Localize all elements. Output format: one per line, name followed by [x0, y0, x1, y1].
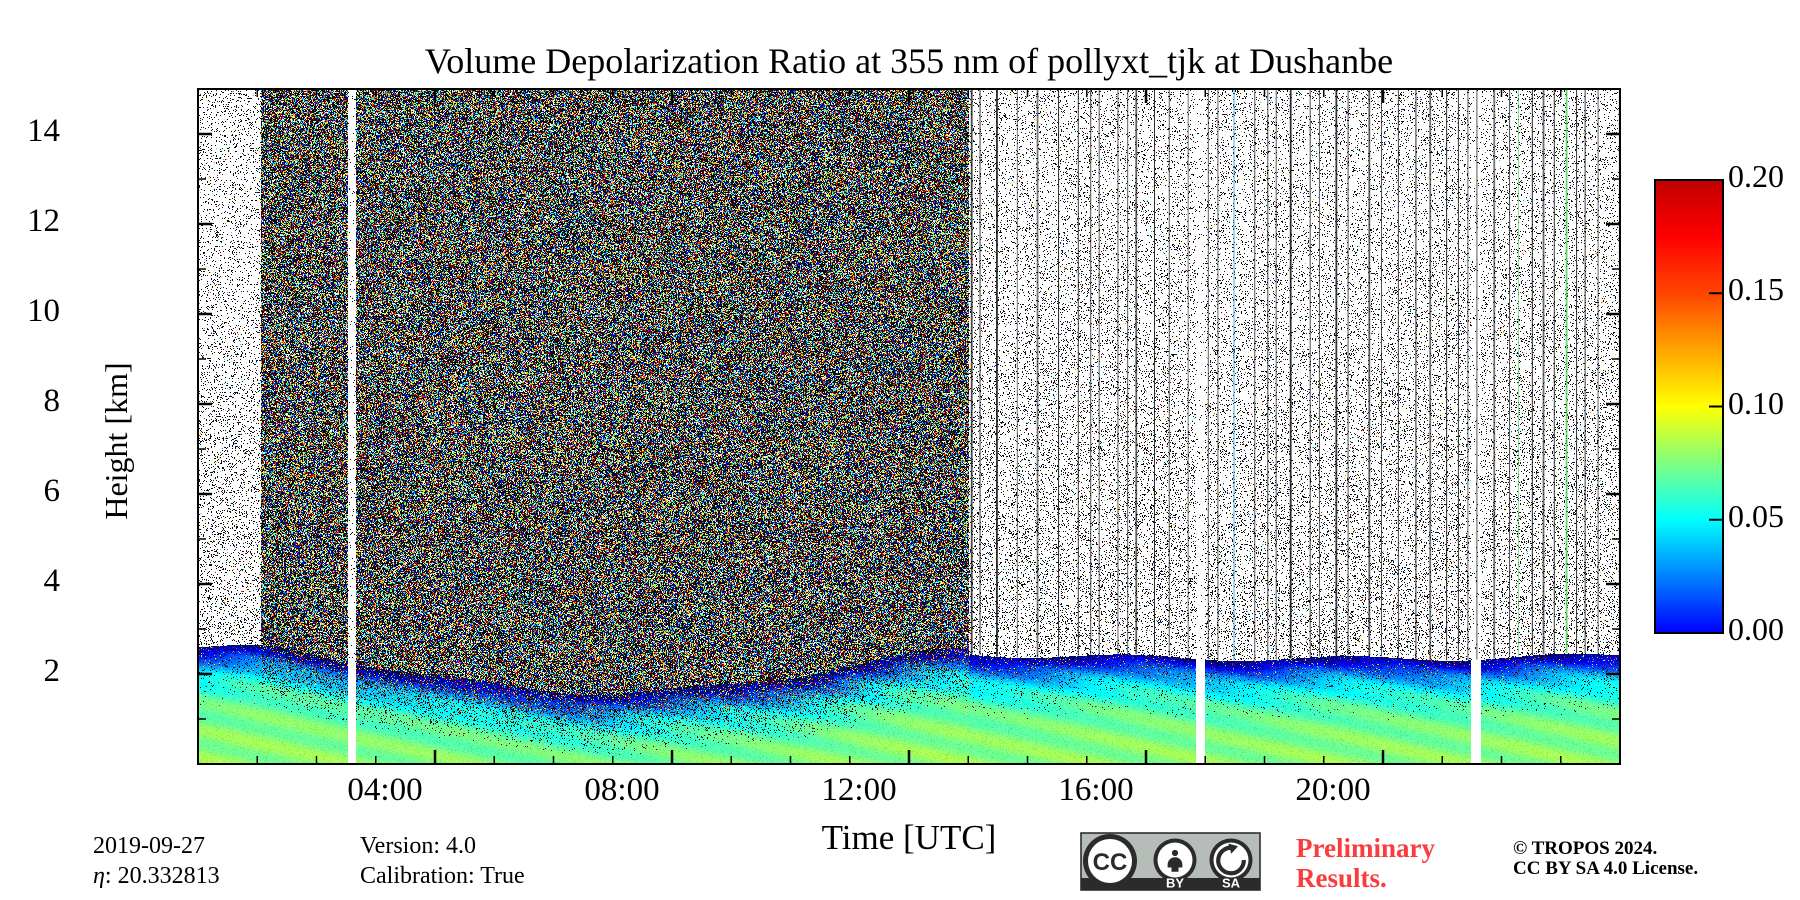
svg-text:SA: SA: [1222, 876, 1241, 891]
svg-text:BY: BY: [1166, 876, 1184, 891]
